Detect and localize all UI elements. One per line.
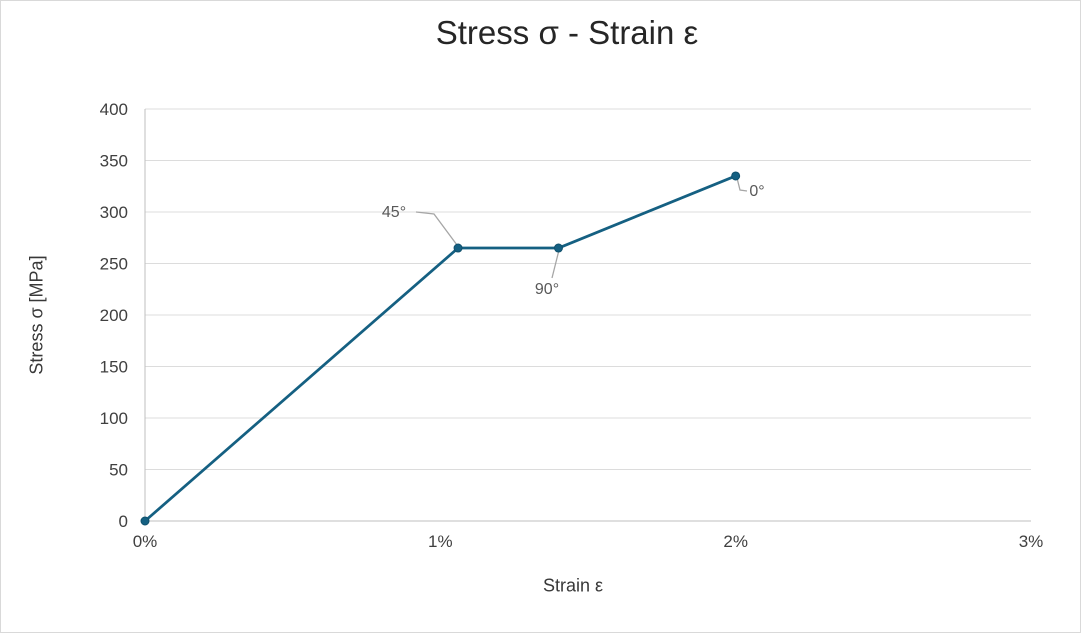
y-tick-label: 150 [100, 358, 128, 377]
y-tick-label: 200 [100, 306, 128, 325]
data-point-marker-90deg [553, 243, 563, 253]
y-tick-label: 400 [100, 100, 128, 119]
annotation-label: 90° [535, 281, 559, 298]
x-tick-label: 1% [428, 532, 453, 551]
y-tick-label: 100 [100, 409, 128, 428]
x-tick-label: 2% [723, 532, 748, 551]
annotation-label: 0° [749, 183, 764, 200]
x-tick-label: 3% [1019, 532, 1044, 551]
data-point-marker-45deg [453, 243, 463, 253]
x-tick-label: 0% [133, 532, 158, 551]
y-tick-label: 250 [100, 255, 128, 274]
y-tick-label: 350 [100, 152, 128, 171]
series-line [143, 174, 738, 523]
data-point-marker-0deg [731, 171, 741, 181]
annotation-leader-line [551, 249, 560, 279]
y-tick-label: 0 [119, 512, 128, 531]
annotation-label: 45° [382, 204, 406, 221]
chart-title: Stress σ - Strain ε [435, 14, 699, 51]
data-point-marker [140, 516, 150, 526]
x-axis-title: Strain ε [542, 575, 604, 596]
annotation-leader-line [736, 177, 748, 192]
y-tick-label: 50 [109, 461, 128, 480]
y-tick-label: 300 [100, 203, 128, 222]
annotation-leader-line [415, 211, 458, 246]
